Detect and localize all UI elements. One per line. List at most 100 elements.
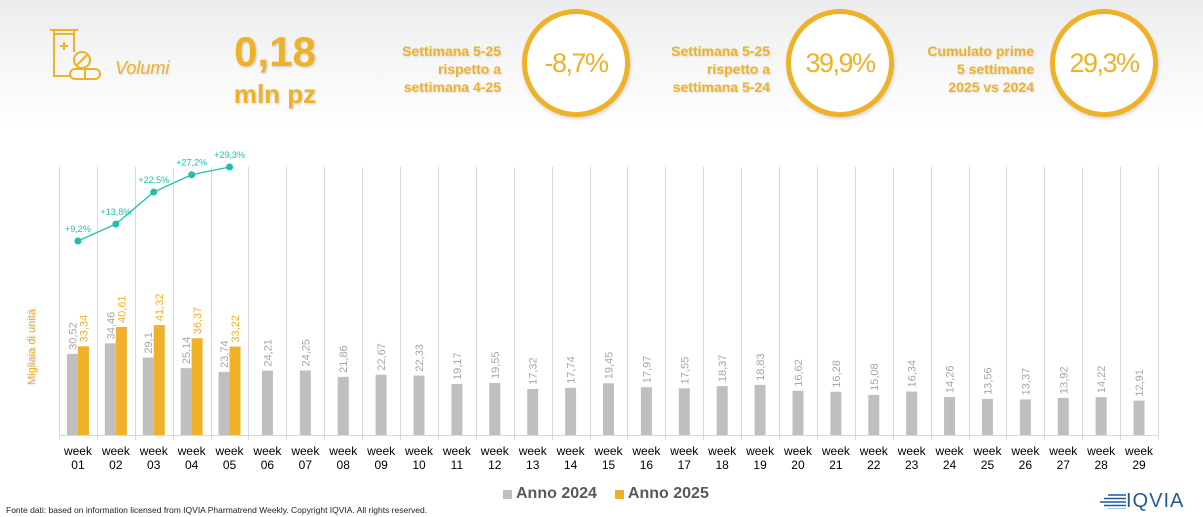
bar-2024 <box>527 388 539 435</box>
bar-2024 <box>1057 397 1069 435</box>
x-tick-label-word: week <box>972 444 1002 458</box>
bar-2024 <box>66 353 78 435</box>
bar-2024 <box>716 386 728 435</box>
x-tick-label-number: 05 <box>223 458 237 472</box>
x-tick-label-word: week <box>897 444 927 458</box>
bar-2024 <box>981 398 993 435</box>
data-label-2024: 16,28 <box>831 360 843 388</box>
legend-label-2025: Anno 2025 <box>627 485 709 502</box>
source-note: Fonte dati: based on information license… <box>6 505 428 515</box>
metric-value-weekly-change: -8,7% <box>544 47 609 78</box>
x-tick-label-number: 06 <box>261 458 275 472</box>
bar-2024 <box>678 388 690 435</box>
data-label-2024: 18,83 <box>755 353 767 381</box>
x-tick-label-word: week <box>139 444 169 458</box>
metric-label-yoy-week: Settimana 5-25 rispetto a settimana 5-24 <box>671 43 770 95</box>
bar-2024 <box>299 370 311 435</box>
x-tick-label-word: week <box>177 444 207 458</box>
x-tick-label-word: week <box>1124 444 1154 458</box>
x-tick-label-number: 24 <box>943 458 957 472</box>
x-tick-label-number: 13 <box>526 458 540 472</box>
bar-2025 <box>115 326 127 435</box>
bar-2024 <box>906 391 918 435</box>
x-tick-label-word: week <box>63 444 93 458</box>
data-label-2024: 18,37 <box>717 355 729 383</box>
bar-2024 <box>261 370 273 435</box>
cumulative-point <box>74 237 82 245</box>
x-tick-label-word: week <box>480 444 510 458</box>
data-label-2025: 33,22 <box>230 315 242 343</box>
bar-2024 <box>944 397 956 435</box>
bar-2024 <box>792 390 804 435</box>
bar-2024 <box>180 368 192 435</box>
cumulative-label: +29,3% <box>214 150 245 160</box>
cumulative-point <box>150 188 158 196</box>
x-tick-label-number: 25 <box>981 458 995 472</box>
data-label-2024: 17,74 <box>566 356 578 384</box>
x-tick-label-word: week <box>707 444 737 458</box>
x-tick-label-number: 08 <box>337 458 351 472</box>
cumulative-label: +9,2% <box>65 224 91 234</box>
cumulative-point <box>112 220 120 228</box>
x-tick-label-word: week <box>593 444 623 458</box>
x-tick-label-number: 27 <box>1057 458 1071 472</box>
x-tick-label-word: week <box>556 444 586 458</box>
data-label-2024: 21,86 <box>338 345 350 373</box>
x-tick-label-word: week <box>935 444 965 458</box>
x-tick-label-word: week <box>290 444 320 458</box>
x-tick-label-word: week <box>669 444 699 458</box>
x-tick-label-word: week <box>252 444 282 458</box>
data-label-2024: 14,22 <box>1096 366 1108 394</box>
data-label-2024: 23,74 <box>219 340 231 368</box>
bar-2025 <box>191 338 203 435</box>
volume-chart: 30,52 33,34week0134,4640,61week0229,141,3… <box>59 150 1159 472</box>
kpi-unit: mln pz <box>233 79 317 109</box>
cumulative-point <box>188 171 196 179</box>
x-tick-label-word: week <box>1086 444 1116 458</box>
x-tick-label-number: 21 <box>829 458 843 472</box>
bar-2024 <box>413 375 425 435</box>
data-label-2025: 41,32 <box>154 294 166 322</box>
x-tick-label-number: 11 <box>451 458 464 472</box>
pill-bottle-icon <box>48 26 108 82</box>
data-label-2024: 13,92 <box>1058 366 1070 394</box>
data-label-2024: 16,62 <box>793 359 805 387</box>
bar-2025 <box>77 346 89 435</box>
bar-2024 <box>754 384 766 435</box>
metric-value-cumulative: 29,3% <box>1069 47 1140 78</box>
x-tick-label-number: 22 <box>867 458 881 472</box>
bar-2024 <box>1019 399 1031 435</box>
x-tick-label-number: 10 <box>412 458 426 472</box>
x-tick-label-number: 26 <box>1019 458 1033 472</box>
data-label-2024: 17,97 <box>641 356 653 384</box>
x-tick-label-word: week <box>631 444 661 458</box>
x-tick-label-number: 19 <box>753 458 767 472</box>
x-tick-label-number: 29 <box>1132 458 1146 472</box>
x-tick-label-number: 18 <box>716 458 730 472</box>
data-label-2024: 30,52 <box>67 322 79 350</box>
x-tick-label-number: 01 <box>71 458 85 472</box>
data-label-2024: 13,56 <box>982 367 994 395</box>
bar-2024 <box>830 391 842 435</box>
metric-label-cumulative: Cumulato prime 5 settimane 2025 vs 2024 <box>927 43 1034 95</box>
cumulative-label: +13,8% <box>100 207 131 217</box>
x-tick-label-number: 20 <box>791 458 805 472</box>
legend-item-2024: Anno 2024 <box>503 485 597 503</box>
bar-2025 <box>229 346 241 435</box>
data-label-2025: 40,61 <box>116 295 128 323</box>
data-label-2024: 16,34 <box>907 360 919 388</box>
x-tick-label-number: 03 <box>147 458 161 472</box>
x-tick-label-word: week <box>101 444 131 458</box>
x-tick-label-number: 12 <box>488 458 502 472</box>
data-label-2024: 15,08 <box>869 363 881 391</box>
bar-2024 <box>489 382 501 435</box>
bar-2024 <box>1133 400 1145 435</box>
bar-2024 <box>603 383 614 435</box>
x-tick-label-number: 16 <box>640 458 654 472</box>
cumulative-point <box>226 163 234 171</box>
bar-2024 <box>640 387 652 435</box>
x-tick-label-word: week <box>1010 444 1040 458</box>
bar-2024 <box>218 371 230 435</box>
bar-2024 <box>1095 397 1107 435</box>
legend-swatch-2025 <box>614 489 624 499</box>
